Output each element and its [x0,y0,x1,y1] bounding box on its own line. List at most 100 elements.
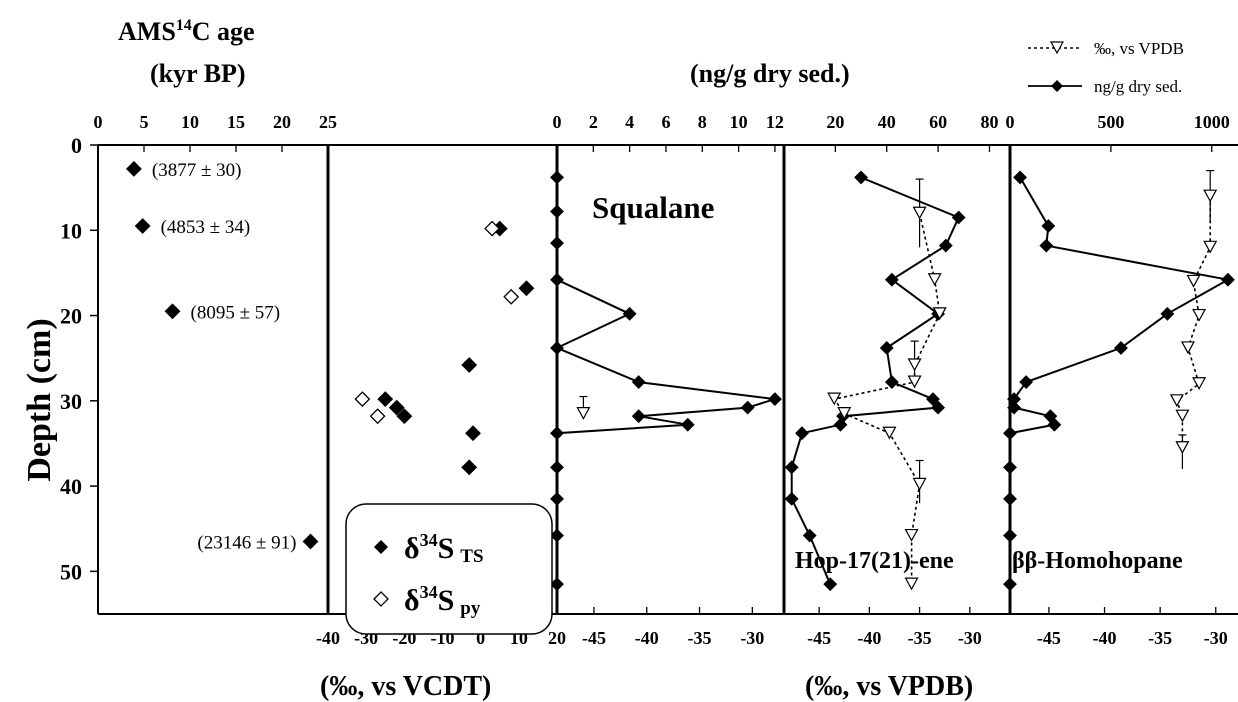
squalane-bottom-tick-label: -35 [688,628,712,648]
age-point-label: (8095 ± 57) [191,302,281,323]
squalane-concentration-point [622,306,637,321]
concentration-axis-units: (ng/g dry sed.) [690,59,850,88]
age-tick-label: 15 [227,112,245,132]
age-point [164,303,181,320]
homohopane-concentration-point [1003,491,1017,506]
legend-ts-diamond-marker [374,540,388,554]
hopene-concentration-point [951,210,966,225]
hopene-concentration-point [879,341,894,355]
hopene-concentration-point [833,417,848,432]
homohopane-concentration-point [1114,341,1128,355]
sulfur-isotope-legend: δ34S TS δ34S py [345,503,553,635]
depth-tick-label: 30 [60,389,82,414]
ts-sulfur-point [377,391,394,408]
squalane-concentration-point [550,341,564,355]
squalane-concentration-point [550,236,564,250]
homohopane-isotope-point [1175,441,1190,454]
ts-sulfur-point [396,408,413,425]
depth-tick-label: 0 [71,133,82,158]
age-point [302,533,319,550]
age-tick-label: 5 [140,112,149,132]
age-axis-units: (kyr BP) [150,59,246,88]
squalane-bottom-tick-label: -45 [582,628,606,648]
homohopane-bottom-tick-label: -40 [1093,628,1117,648]
homohopane-concentration-point [1013,170,1028,185]
ts-sulfur-point [465,425,481,442]
squalane-concentration-point [768,392,782,407]
homohopane-isotope-point [1192,377,1207,391]
homohopane-concentration-point [1003,577,1017,592]
hopene-isotope-point [912,477,927,491]
hopene-bottom-tick-label: -40 [857,628,881,648]
homohopane-panel-title: ββ-Homohopane [1012,548,1183,574]
series-legend: ‰, vs VPDB ng/g dry sed. [1028,39,1184,96]
age-tick-label: 25 [319,112,337,132]
carbon-isotope-axis-title: (‰, vs VPDB) [805,671,973,702]
age-tick-label: 10 [181,112,199,132]
hopene-bottom-tick-label: -30 [958,628,982,648]
squalane-concentration-point [550,426,564,441]
py-sulfur-point [503,288,520,305]
hopene-concentration-point [784,460,799,475]
hopene-concentration-point [884,375,899,389]
legend-vpdb-label: ‰, vs VPDB [1094,39,1184,58]
sulfur-isotope-axis-title: (‰, vs VCDT) [320,671,491,702]
ts-sulfur-point [388,399,405,416]
sulfur-tick-label: 20 [548,628,566,648]
homohopane-concentration-point [1039,238,1054,253]
age-point-label: (4853 ± 34) [161,217,251,238]
squalane-concentration-point [631,375,646,389]
squalane-concentration-point [550,577,564,592]
squalane-concentration-point [550,528,564,543]
hopene-isotope-point [932,307,947,321]
homohopane-isotope-point [1169,394,1184,408]
hopene-top-tick-label: 40 [878,112,896,132]
sulfur-tick-label: -40 [316,628,340,648]
hopene-concentration-point [938,238,953,253]
squalane-top-tick-label: 8 [698,112,707,132]
hopene-bottom-tick-label: -45 [807,628,831,648]
age-tick-label: 0 [94,112,103,132]
legend-py-diamond-marker [373,591,389,607]
squalane-concentration-point [680,417,695,432]
squalane-top-tick-label: 4 [625,112,634,132]
hopene-concentration-point [926,392,940,407]
age-point [134,218,151,234]
squalane-top-tick-label: 0 [553,112,562,132]
hopene-concentration-line [790,176,960,585]
homohopane-concentration-point [1003,460,1017,475]
py-sulfur-point [354,391,371,408]
hopene-isotope-point [907,358,922,372]
homohopane-isotope-point [1175,409,1190,423]
squalane-bottom-tick-label: -40 [635,628,659,648]
ts-sulfur-point [518,280,535,297]
legend-open-triangle-marker [1049,41,1065,55]
homohopane-concentration-point [1160,306,1175,321]
hopene-isotope-point [904,577,919,591]
ts-sulfur-point [461,357,478,373]
homohopane-isotope-point [1203,240,1218,254]
homohopane-concentration-point [1003,426,1017,441]
legend-ts-label: δ34S TS [404,530,484,567]
squalane-concentration-point [550,170,564,185]
homohopane-concentration-point [1007,400,1021,415]
homohopane-isotope-point [1203,189,1218,203]
age-tick-label: 20 [273,112,291,132]
squalane-panel-title: Squalane [592,190,714,225]
squalane-concentration-point [631,409,646,424]
hopene-isotope-point [827,392,842,406]
squalane-concentration-point [550,272,564,287]
hopene-concentration-point [931,400,946,415]
squalane-concentration-point [550,491,564,506]
py-sulfur-point [369,408,386,425]
hopene-isotope-point [907,375,922,389]
hopene-isotope-line [832,213,941,585]
homohopane-isotope-point [1186,274,1201,288]
hopene-panel-title: Hop-17(21)-ene [795,548,954,574]
age-point-label: (23146 ± 91) [197,533,296,554]
homohopane-isotope-point [1192,308,1207,322]
homohopane-top-tick-label: 1000 [1194,112,1230,132]
hopene-bottom-tick-label: -35 [908,628,932,648]
sulfur-legend-box [345,503,553,635]
